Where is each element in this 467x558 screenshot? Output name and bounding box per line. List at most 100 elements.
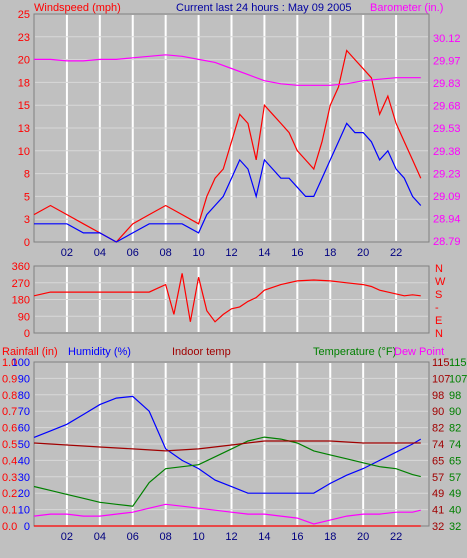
x-tick-label: 08 <box>160 247 172 259</box>
rain-tick: 0.4 <box>2 455 17 467</box>
compass-tick: N <box>435 263 443 275</box>
chart-title: Current last 24 hours : May 09 2005 <box>176 2 351 14</box>
wind-left-tick: 5 <box>24 191 30 203</box>
direction-left-tick: 90 <box>18 311 30 323</box>
x-tick-label: 04 <box>94 247 106 259</box>
rain-tick: 1.0 <box>2 357 17 369</box>
wind-left-tick: 8 <box>24 169 30 181</box>
wind-left-tick: 13 <box>18 123 30 135</box>
humidity-axis-title: Humidity (%) <box>68 346 131 358</box>
humidity-tick: 90 <box>18 373 30 385</box>
series-dew-point <box>33 503 421 525</box>
wind-left-tick: 0 <box>24 237 30 249</box>
temp-right-tick: 40 <box>449 505 461 517</box>
compass-tick: S <box>435 289 442 301</box>
series-indoor-temp <box>33 440 421 452</box>
wind-left-tick: 10 <box>18 146 30 158</box>
humidity-tick: 40 <box>18 455 30 467</box>
rain-tick: 0.6 <box>2 423 17 435</box>
temp-left-tick: 82 <box>432 423 444 435</box>
rain-tick: 0.9 <box>2 373 17 385</box>
temp-left-tick: 41 <box>432 505 444 517</box>
temp-left-tick: 49 <box>432 488 444 500</box>
indoor-temp-title: Indoor temp <box>172 346 231 358</box>
temperature-axis-title: Temperature (°F) <box>313 346 396 358</box>
barometer-line <box>34 54 421 86</box>
barometer-tick: 29.09 <box>433 191 461 203</box>
series-temperature <box>33 436 421 507</box>
x-tick-label: 22 <box>390 247 402 259</box>
compass-tick: N <box>435 328 443 340</box>
barometer-tick: 28.79 <box>433 236 461 248</box>
temp-right-tick: 74 <box>449 439 461 451</box>
x-tick-label: 14 <box>258 531 270 543</box>
barometer-tick: 29.97 <box>433 56 461 68</box>
barometer-tick: 29.83 <box>433 78 461 90</box>
humidity-tick: 50 <box>18 439 30 451</box>
barometer-tick: 28.94 <box>433 213 461 225</box>
rainfall-axis-title: Rainfall (in) <box>2 346 58 358</box>
temp-right-tick: 98 <box>449 390 461 402</box>
direction-left-tick: 0 <box>24 328 30 340</box>
x-tick-label: 02 <box>61 247 73 259</box>
direction-left-tick: 180 <box>12 295 30 307</box>
rain-tick: 0.5 <box>2 439 17 451</box>
humidity-tick: 60 <box>18 423 30 435</box>
humidity-tick: 100 <box>12 357 30 369</box>
humidity-tick: 70 <box>18 406 30 418</box>
temp-left-tick: 107 <box>432 373 450 385</box>
wind-left-tick: 3 <box>24 214 30 226</box>
temp-right-tick: 57 <box>449 472 461 484</box>
humidity-tick: 10 <box>18 505 30 517</box>
barometer-tick: 29.68 <box>433 101 461 113</box>
barometer-tick: 29.53 <box>433 123 461 135</box>
temp-left-tick: 57 <box>432 472 444 484</box>
barometer-tick: 29.38 <box>433 146 461 158</box>
wind-left-tick: 15 <box>18 100 30 112</box>
temp-left-tick: 98 <box>432 390 444 402</box>
temp-right-tick: 107 <box>449 373 467 385</box>
humidity-tick: 80 <box>18 390 30 402</box>
temp-right-tick: 49 <box>449 488 461 500</box>
x-tick-label: 18 <box>324 531 336 543</box>
compass-tick: E <box>435 315 442 327</box>
wind-axis-title: Windspeed (mph) <box>34 2 121 14</box>
temp-right-tick: 65 <box>449 455 461 467</box>
wind-line <box>33 49 422 243</box>
x-tick-label: 20 <box>357 247 369 259</box>
humidity-tick: 20 <box>18 488 30 500</box>
temp-left-tick: 65 <box>432 455 444 467</box>
x-tick-label: 16 <box>291 247 303 259</box>
x-tick-label: 04 <box>94 531 106 543</box>
temp-right-tick: 115 <box>449 357 467 369</box>
compass-tick: - <box>435 302 439 314</box>
x-tick-label: 06 <box>127 247 139 259</box>
temp-left-tick: 90 <box>432 406 444 418</box>
wind-line <box>34 122 422 243</box>
temp-left-tick: 115 <box>432 357 450 369</box>
barometer-tick: 29.23 <box>433 168 461 180</box>
direction-line <box>33 273 421 323</box>
x-tick-label: 12 <box>225 247 237 259</box>
x-tick-label: 22 <box>390 531 402 543</box>
x-tick-label: 10 <box>192 247 204 259</box>
wind-left-tick: 20 <box>18 55 30 67</box>
humidity-tick: 30 <box>18 472 30 484</box>
x-tick-label: 02 <box>61 531 73 543</box>
barometer-tick: 30.12 <box>433 33 461 45</box>
rain-tick: 0.3 <box>2 472 17 484</box>
temp-right-tick: 82 <box>449 423 461 435</box>
wind-left-tick: 25 <box>18 9 30 21</box>
dewpoint-axis-title: Dew Point <box>394 346 444 358</box>
x-tick-label: 08 <box>160 531 172 543</box>
x-tick-label: 14 <box>258 247 270 259</box>
x-tick-label: 16 <box>291 531 303 543</box>
direction-left-tick: 360 <box>12 261 30 273</box>
series-humidity <box>33 395 422 494</box>
temp-right-tick: 90 <box>449 406 461 418</box>
rain-tick: 0.8 <box>2 390 17 402</box>
humidity-tick: 0 <box>24 521 30 533</box>
x-tick-label: 18 <box>324 247 336 259</box>
temp-left-tick: 74 <box>432 439 444 451</box>
x-tick-label: 06 <box>127 531 139 543</box>
